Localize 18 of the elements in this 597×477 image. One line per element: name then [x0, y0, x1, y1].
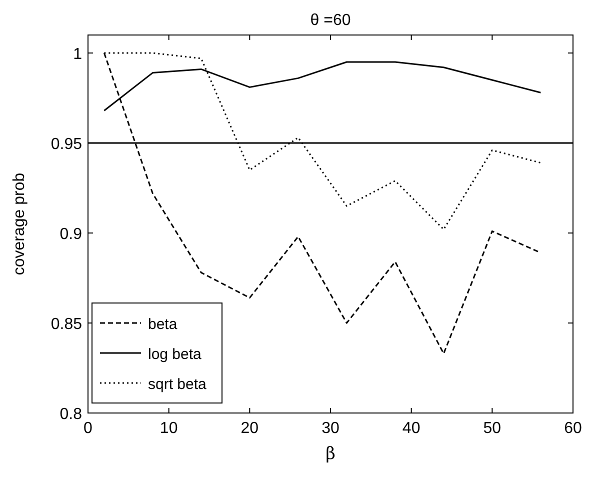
x-tick-label: 10 — [160, 420, 178, 437]
y-tick-label: 1 — [73, 46, 82, 63]
y-tick-label: 0.85 — [50, 316, 82, 333]
x-tick-label: 0 — [84, 420, 93, 437]
y-tick-label: 0.8 — [60, 406, 82, 423]
y-tick-label: 0.9 — [60, 226, 82, 243]
x-tick-label: 20 — [240, 420, 259, 437]
x-tick-label: 30 — [322, 420, 340, 437]
x-tick-label: 60 — [564, 420, 582, 437]
legend-label: beta — [148, 316, 178, 333]
legend-label: log beta — [148, 346, 202, 363]
y-axis-title: coverage prob — [11, 172, 28, 276]
legend-label: sqrt beta — [148, 376, 208, 393]
x-tick-label: 40 — [402, 420, 420, 437]
x-tick-label: 50 — [483, 420, 502, 437]
x-axis-title: β — [326, 444, 336, 464]
chart-title: θ =60 — [310, 12, 351, 29]
y-tick-label: 0.95 — [50, 136, 82, 153]
